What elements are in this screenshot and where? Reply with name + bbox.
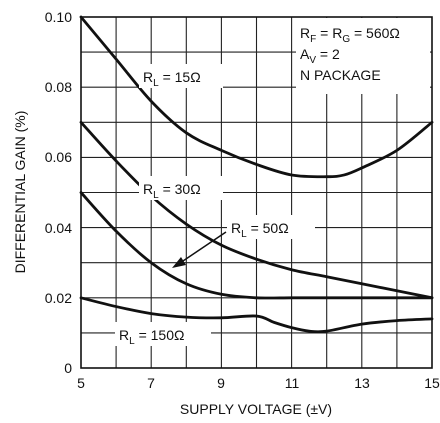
y-tick-label: 0.06	[45, 149, 72, 165]
annotation-package: N PACKAGE	[300, 67, 381, 83]
curve-rl15	[79, 15, 434, 179]
annotation-rf-rg: RF = RG = 560Ω	[300, 25, 400, 45]
y-axis-title: DIFFERENTIAL GAIN (%)	[12, 111, 28, 274]
y-tick-label: 0.10	[45, 9, 72, 25]
y-tick-label: 0.02	[45, 290, 72, 306]
y-tick-label: 0.04	[45, 220, 72, 236]
annotation-backing	[296, 18, 430, 94]
x-tick-label: 13	[354, 375, 370, 391]
label-backing-rl50	[227, 215, 315, 239]
x-tick-label: 9	[217, 375, 225, 391]
series-label-rl15: RL = 15Ω	[143, 69, 201, 89]
y-tick-label: 0.08	[45, 79, 72, 95]
label-backing-rl150	[115, 322, 211, 346]
label-backing-rl15	[139, 64, 223, 88]
x-tick-label: 7	[147, 375, 155, 391]
leader-arrow-line	[179, 231, 227, 264]
leader-arrow-head	[172, 257, 186, 268]
x-tick-labels: 5 7 9 11 13 15	[77, 375, 440, 391]
y-tick-labels: 0 0.02 0.04 0.06 0.08 0.10	[45, 9, 72, 376]
series-label-rl50: RL = 50Ω	[231, 220, 289, 240]
annotation-av: AV = 2	[300, 46, 340, 66]
series-label-rl150: RL = 150Ω	[119, 327, 184, 347]
x-tick-label: 5	[77, 375, 85, 391]
y-tick-label: 0	[64, 360, 72, 376]
label-backing-rl30	[139, 176, 223, 200]
x-axis-title: SUPPLY VOLTAGE (±V)	[180, 401, 332, 417]
plot-frame	[80, 16, 433, 369]
series-label-rl30: RL = 30Ω	[143, 181, 201, 201]
curve-rl50	[79, 191, 434, 300]
x-tick-label: 15	[424, 375, 440, 391]
data-curves	[79, 15, 434, 334]
curve-rl150	[79, 296, 434, 334]
x-tick-label: 11	[285, 375, 300, 391]
